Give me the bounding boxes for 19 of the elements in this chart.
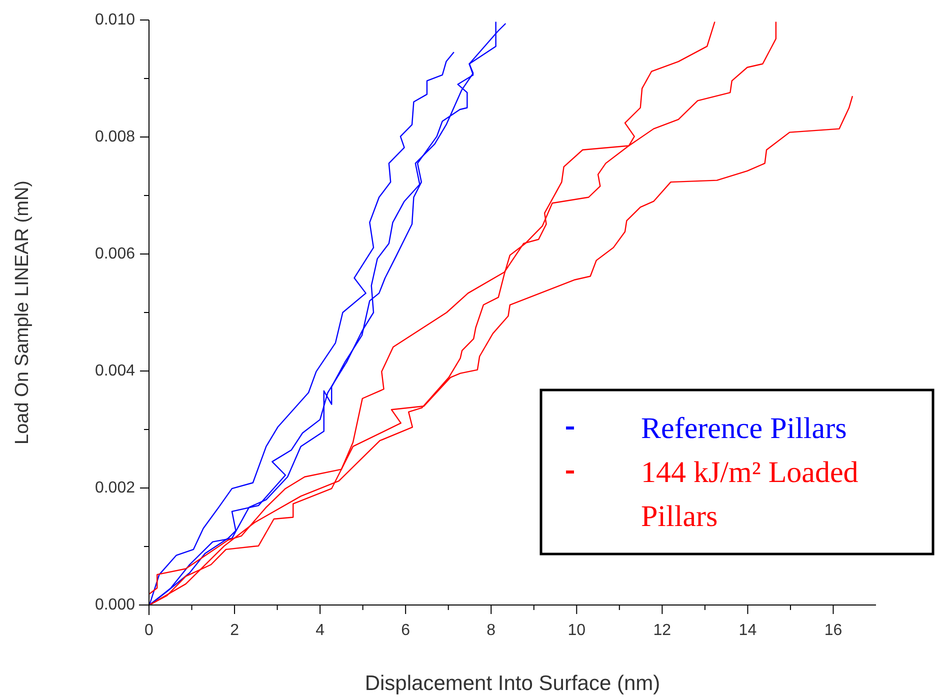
y-tick-label: 0.010: [94, 12, 136, 28]
y-tick-label: 0.006: [94, 246, 136, 262]
x-tick-label: 16: [824, 622, 842, 639]
y-axis-title: Load On Sample LINEAR (mN): [12, 180, 33, 444]
y-tick-label: 0.008: [94, 128, 136, 146]
x-tick-label: 14: [738, 622, 757, 639]
y-tick-label: 0.004: [94, 362, 136, 380]
legend-label: 144 kJ/m² Loaded Pillars: [641, 456, 858, 532]
y-tick-label: 0.002: [94, 480, 136, 496]
x-tick-label: 6: [401, 622, 410, 639]
x-axis-title: Displacement Into Surface (nm): [364, 672, 660, 695]
x-tick-label: 10: [568, 622, 586, 639]
x-tick-label: 0: [144, 622, 154, 639]
y-tick-label: 0.000: [94, 596, 136, 614]
x-tick-label: 8: [486, 622, 496, 639]
legend-label: Reference Pillars: [641, 412, 847, 444]
x-tick-label: 12: [653, 622, 672, 639]
x-tick-label: 4: [316, 622, 325, 639]
x-tick-label: 2: [230, 622, 240, 639]
